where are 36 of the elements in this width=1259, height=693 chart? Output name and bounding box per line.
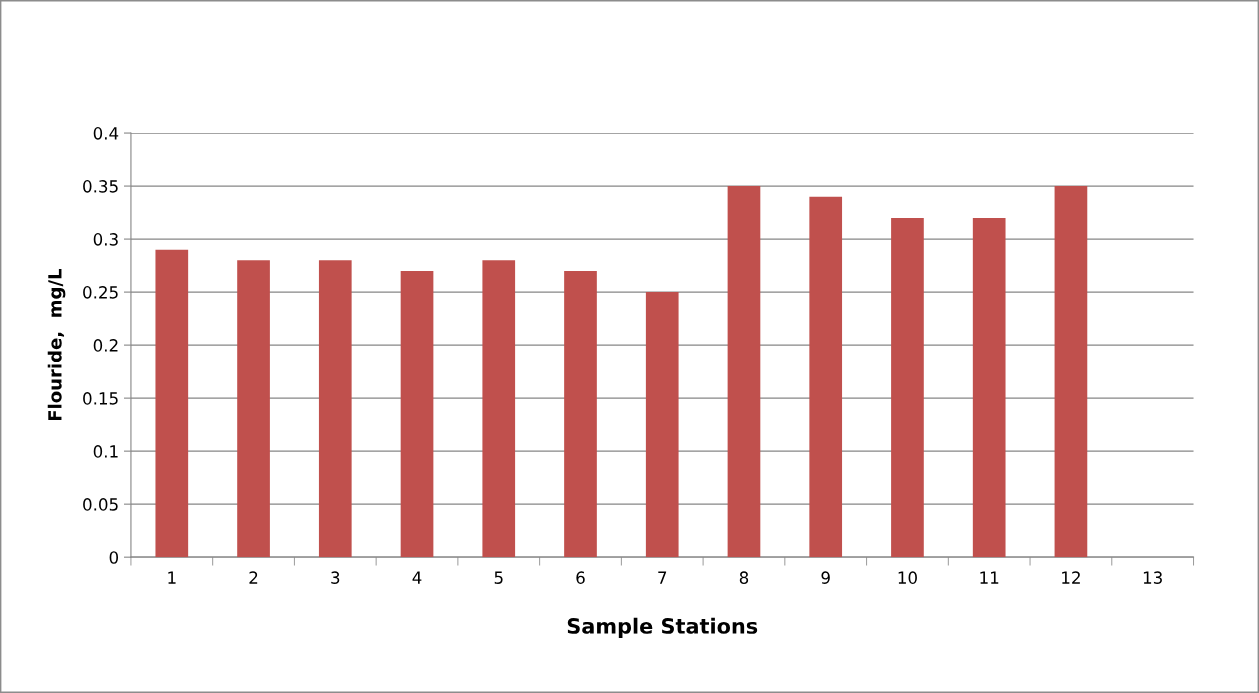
x-tick-label: 12 [1062, 571, 1080, 584]
bar [809, 196, 843, 558]
bar [972, 217, 1006, 558]
y-tick-label: 0.4 [93, 127, 119, 140]
y-tick-label: 0.35 [83, 180, 118, 193]
x-tick-label: 8 [739, 571, 749, 584]
x-tick-label: 13 [1143, 571, 1162, 584]
bar [237, 260, 270, 558]
y-tick-label: 0.3 [93, 233, 118, 246]
bar [400, 270, 434, 558]
bar [155, 249, 189, 558]
bar [727, 186, 761, 558]
x-tick-label: 5 [494, 571, 503, 584]
x-tick-label: 10 [898, 571, 917, 584]
bar [1054, 186, 1088, 558]
x-tick-label: 4 [412, 571, 422, 584]
y-tick-label: 0.1 [93, 445, 118, 458]
y-tick-label: 0.25 [83, 286, 118, 299]
bar [318, 260, 352, 558]
bar [891, 217, 924, 558]
y-tick-label: 0.15 [83, 392, 118, 405]
x-tick-label: 3 [331, 571, 340, 584]
x-tick-label: 2 [249, 571, 258, 584]
bar [645, 292, 679, 558]
y-tick-label: 0.05 [83, 498, 118, 511]
y-axis-title: Flouride, mg/L [47, 268, 66, 421]
x-tick-label: 9 [821, 571, 830, 584]
x-tick-label: 7 [658, 571, 667, 584]
bar [564, 270, 597, 558]
x-tick-label: 6 [576, 571, 585, 584]
x-tick-label: 1 [168, 571, 176, 584]
y-tick-label: 0.2 [93, 339, 118, 352]
bar [482, 260, 516, 558]
x-tick-label: 11 [980, 571, 999, 584]
y-tick-label: 0 [109, 551, 119, 564]
x-axis-title: Sample Stations [567, 617, 758, 638]
